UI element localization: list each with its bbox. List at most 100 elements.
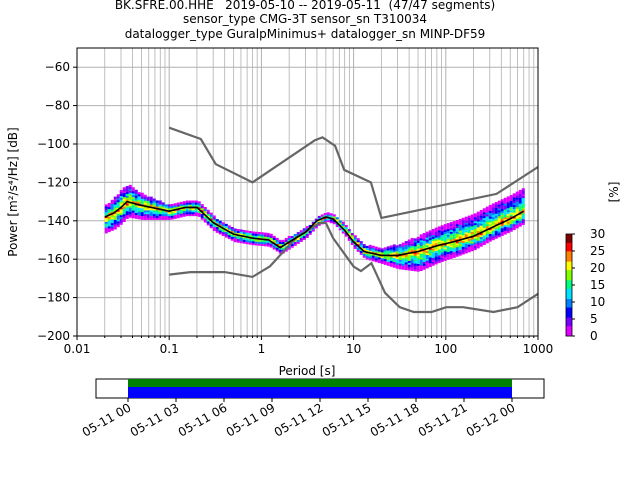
histogram-cell [476, 211, 480, 214]
histogram-cell [353, 240, 357, 244]
histogram-cell [500, 204, 504, 208]
histogram-cell [413, 257, 417, 260]
histogram-cell [500, 206, 504, 210]
histogram-cell [500, 199, 504, 202]
histogram-cell [344, 226, 348, 230]
histogram-cell [440, 257, 444, 261]
histogram-cell [497, 217, 501, 221]
histogram-cell [335, 224, 339, 228]
histogram-cell [374, 248, 378, 251]
histogram-cell [251, 231, 255, 234]
histogram-cell [470, 247, 474, 250]
histogram-cell [113, 202, 117, 205]
histogram-cell [500, 210, 504, 213]
histogram-cell [281, 239, 285, 243]
colorbar-segment [566, 254, 572, 257]
histogram-cell [455, 244, 459, 248]
histogram-cell [314, 218, 318, 221]
histogram-cell [416, 238, 420, 241]
histogram-cell [353, 244, 357, 248]
histogram-cell [119, 214, 123, 218]
colorbar-segment [566, 234, 572, 237]
histogram-cell [428, 241, 432, 245]
histogram-cell [275, 247, 279, 250]
histogram-cell [275, 237, 279, 241]
histogram-cell [122, 214, 126, 217]
histogram-cell [386, 250, 390, 253]
histogram-cell [461, 244, 465, 247]
histogram-cell [503, 205, 507, 208]
histogram-cell [497, 227, 501, 230]
histogram-cell [419, 236, 423, 239]
histogram-cell [461, 229, 465, 232]
histogram-cell [455, 246, 459, 250]
histogram-cell [104, 225, 108, 228]
histogram-cell [383, 253, 387, 256]
histogram-cell [443, 256, 447, 259]
histogram-cell [143, 202, 147, 205]
histogram-cell [143, 213, 147, 217]
histogram-cell [458, 241, 462, 245]
histogram-cell [446, 236, 450, 239]
histogram-cell [218, 232, 222, 235]
histogram-cell [137, 199, 141, 203]
histogram-cell [473, 222, 477, 226]
x-axis-label: Period [s] [279, 364, 336, 378]
histogram-cell [155, 202, 159, 205]
histogram-cell [257, 243, 261, 246]
histogram-cell [377, 257, 381, 260]
histogram-cell [341, 221, 345, 224]
histogram-cell [476, 238, 480, 241]
histogram-cell [479, 244, 483, 247]
histogram-cell [398, 259, 402, 262]
colorbar-segment [566, 293, 572, 296]
histogram-cell [374, 258, 378, 261]
histogram-cell [191, 204, 195, 207]
histogram-cell [116, 196, 120, 199]
histogram-cell [275, 241, 279, 244]
histogram-cell [293, 239, 297, 242]
mean-psd-line [104, 200, 525, 257]
histogram-cell [107, 216, 111, 219]
histogram-cell [398, 261, 402, 264]
colorbar-segment [566, 252, 572, 255]
histogram-cell [125, 216, 129, 219]
histogram-cell [431, 248, 435, 251]
histogram-cell [449, 248, 453, 252]
histogram-cell [329, 213, 333, 216]
histogram-cell [470, 249, 474, 252]
histogram-cell [188, 213, 192, 217]
histogram-cell [461, 219, 465, 222]
histogram-cell [509, 225, 513, 228]
histogram-cell [257, 241, 261, 244]
histogram-cell [452, 226, 456, 230]
histogram-cell [116, 215, 120, 218]
histogram-cell [110, 222, 114, 226]
histogram-cell [200, 206, 204, 209]
histogram-cell [272, 247, 276, 250]
histogram-cell [197, 205, 201, 208]
histogram-cell [167, 215, 171, 219]
histogram-cell [464, 241, 468, 244]
histogram-cell [503, 199, 507, 202]
histogram-cell [146, 217, 150, 220]
histogram-cell [509, 196, 513, 200]
histogram-cell [491, 232, 495, 235]
histogram-cell [182, 204, 186, 208]
histogram-cell [428, 239, 432, 243]
colorbar-segment [566, 295, 572, 298]
histogram-cell [473, 232, 477, 235]
histogram-cell [488, 214, 492, 217]
histogram-cell [413, 240, 417, 243]
histogram-cell [509, 216, 513, 219]
histogram-cell [239, 241, 243, 244]
histogram-cell [488, 216, 492, 219]
histogram-cell [503, 197, 507, 200]
colorbar-segment [566, 302, 572, 305]
histogram-cell [257, 231, 261, 235]
histogram-cell [350, 233, 354, 236]
histogram-cell [410, 249, 414, 252]
histogram-cell [179, 215, 183, 218]
histogram-cell [398, 246, 402, 249]
histogram-cell [140, 192, 144, 195]
